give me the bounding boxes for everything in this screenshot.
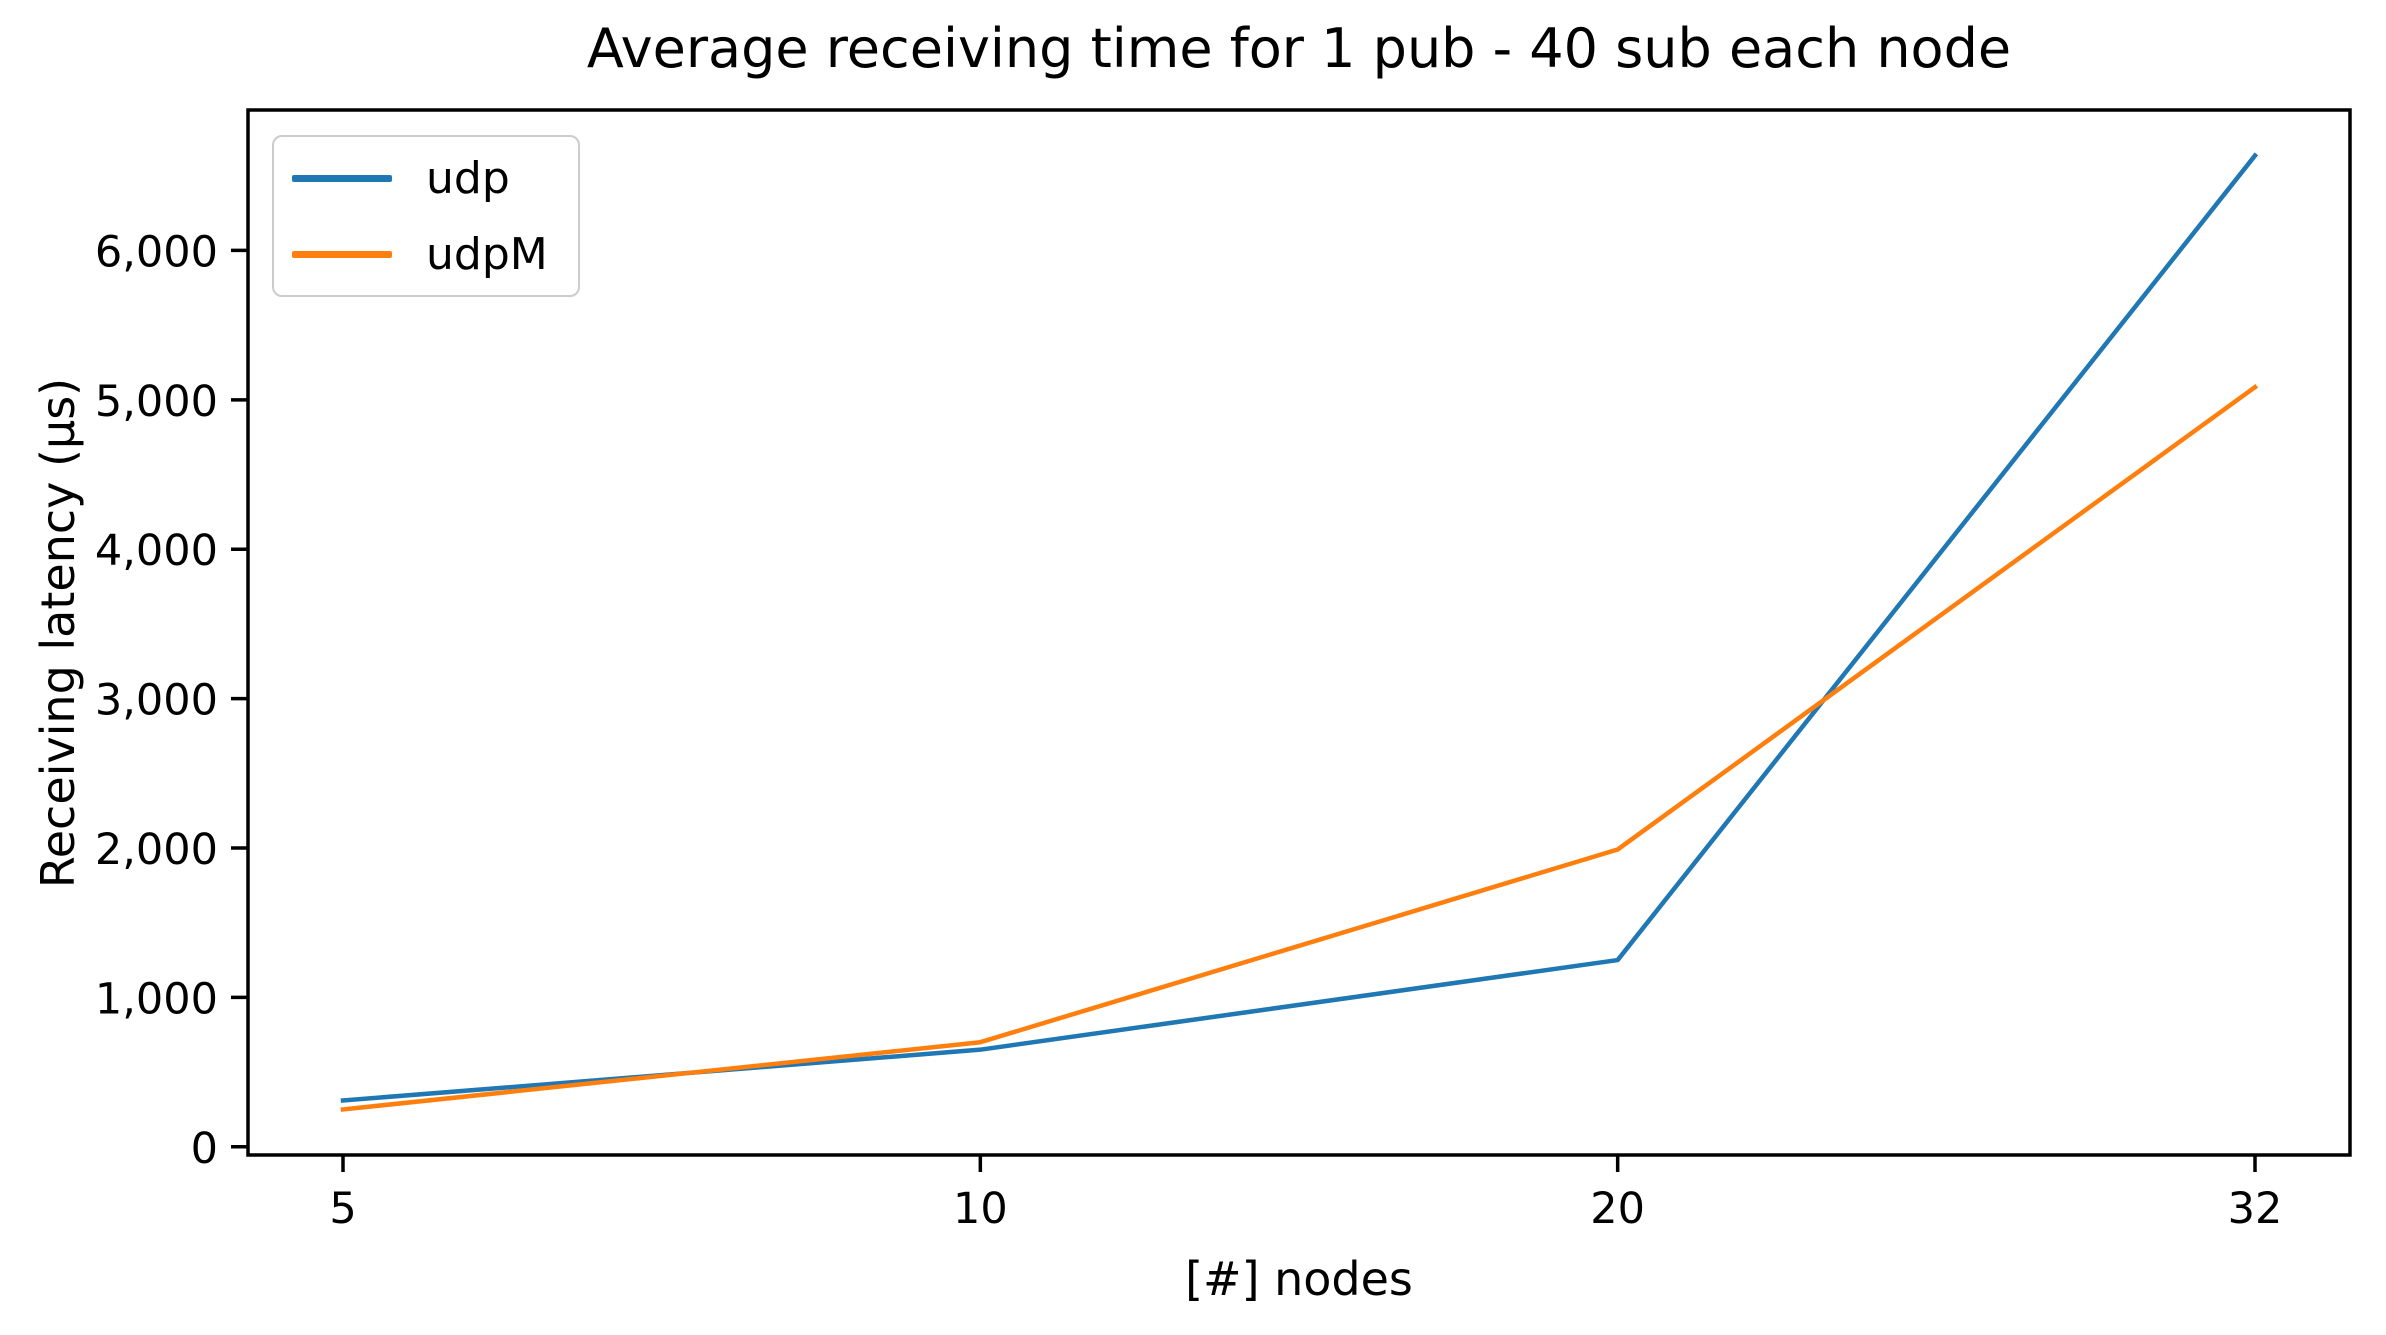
legend-item-udp: udp [292,149,548,207]
series-line-udp [340,152,2259,1103]
x-tick-label: 10 [953,1184,1008,1234]
y-tick-label: 6,000 [95,227,218,277]
y-tick-label: 2,000 [95,825,218,875]
y-tick-label: 4,000 [95,526,218,576]
legend-label-udp: udp [426,152,510,204]
y-tick-label: 3,000 [95,676,218,726]
x-tick-label: 32 [2228,1184,2283,1234]
y-tick-label: 5,000 [95,377,218,427]
legend: udp udpM [272,135,580,297]
x-axis-label: [#] nodes [1185,1252,1413,1306]
legend-line-sample-udp [292,174,392,182]
y-tick-label: 1,000 [95,974,218,1024]
x-tick-label: 20 [1590,1184,1645,1234]
legend-label-udpM: udpM [426,228,548,280]
chart-title: Average receiving time for 1 pub - 40 su… [586,17,2012,80]
series-line-udpM [340,383,2259,1112]
x-tick-label: 5 [329,1184,356,1234]
plot-border [246,108,2352,1157]
y-tick-label: 0 [191,1124,218,1174]
legend-item-udpM: udpM [292,225,548,283]
legend-line-sample-udpM [292,250,392,258]
